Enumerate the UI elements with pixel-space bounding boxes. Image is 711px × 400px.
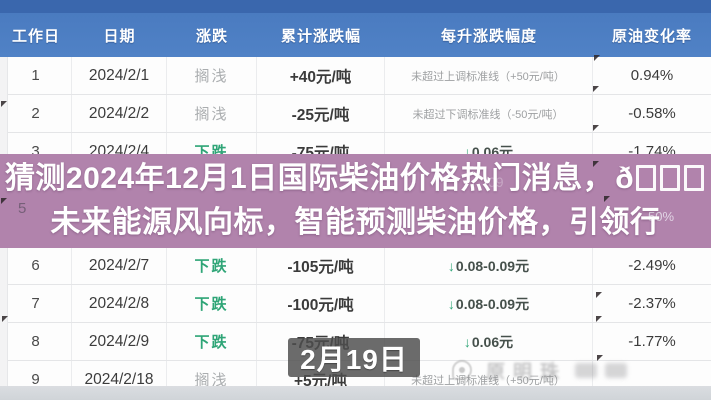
- cell-cumulative: -25元/吨: [257, 95, 385, 132]
- watermark-blur-blob: [575, 362, 598, 378]
- table-row: 6 2024/2/7 下跌 -105元/吨 ↓0.08-0.09元 -2.49%: [0, 247, 711, 285]
- cell-workday: 3: [0, 133, 72, 170]
- covered-value-fragment: 09: [488, 174, 504, 190]
- corner-marker: [597, 355, 603, 361]
- cell-per-liter: ↓0.06元: [385, 323, 593, 360]
- watermark-text: 原明珠: [486, 361, 568, 383]
- corner-marker: [596, 316, 602, 322]
- corner-marker: [1, 101, 7, 107]
- cell-cumulative: +40元/吨: [257, 57, 385, 94]
- cell-date: 2024/2/7: [72, 247, 167, 284]
- cell-trend: 搁浅: [167, 95, 257, 132]
- down-arrow-icon: ↓: [447, 257, 455, 274]
- table-bottom-edge: [0, 386, 711, 400]
- cell-trend: 下跌: [167, 323, 257, 360]
- corner-marker: [593, 161, 599, 167]
- table-row: 1 2024/2/1 搁浅 +40元/吨 未超过上调标准线（+50元/吨） 0.…: [0, 57, 711, 95]
- cell-trend: 下跌: [167, 285, 257, 322]
- cell-trend: 下跌: [167, 247, 257, 284]
- table-header-row: 工作日 日期 涨跌 累计涨跌幅 每升涨跌幅度 原油变化率: [0, 13, 711, 57]
- cell-cumulative: -105元/吨: [257, 247, 385, 284]
- cell-trend: 搁浅: [167, 57, 257, 94]
- header-per-liter: 每升涨跌幅度: [440, 27, 537, 45]
- down-arrow-icon: ↓: [447, 295, 455, 312]
- corner-marker: [596, 292, 602, 298]
- cell-workday: 2: [0, 95, 72, 132]
- cell-per-liter: ↓0.08-0.09元: [385, 247, 593, 284]
- cell-crude-rate: 0.94%: [630, 67, 674, 84]
- cell-workday: 6: [0, 247, 72, 284]
- table-row: 2 2024/2/2 搁浅 -25元/吨 未超过下调标准线（-50元/吨） -0…: [0, 95, 711, 133]
- cell-crude-rate: -2.37%: [628, 295, 676, 312]
- corner-marker: [1, 198, 7, 204]
- cell-date: 2024/2/18: [72, 361, 167, 398]
- cell-crude-rate: -1.77%: [628, 333, 676, 350]
- header-trend: 涨跌: [195, 27, 228, 45]
- header-crude-rate: 原油变化率: [611, 27, 692, 45]
- cell-per-liter: 未超过下调标准线（-50元/吨）: [385, 95, 593, 132]
- cell-per-liter: 未超过上调标准线（+50元/吨）: [385, 57, 593, 94]
- cell-date: 2024/2/1: [72, 57, 167, 94]
- covered-rate-fragment: 50%: [648, 209, 675, 224]
- cell-crude-rate: -0.58%: [628, 105, 676, 122]
- cell-cumulative: -100元/吨: [257, 285, 385, 322]
- corner-marker: [2, 316, 8, 322]
- cell-crude-rate: -2.49%: [628, 257, 676, 274]
- corner-marker: [594, 55, 600, 61]
- overlay-title-line2: 未来能源风向标，智能预测柴油价格，引领行: [50, 206, 661, 239]
- header-workday: 工作日: [11, 27, 60, 45]
- cell-workday: 7: [0, 285, 72, 322]
- broken-emoji-glyph: ð: [615, 162, 706, 195]
- corner-marker: [593, 86, 599, 92]
- cell-workday: 9: [0, 361, 72, 398]
- table-top-edge: [0, 0, 711, 13]
- date-badge: 2月19日: [288, 338, 420, 377]
- cell-trend: 搁浅: [167, 361, 257, 398]
- cell-date: 2024/2/9: [72, 323, 167, 360]
- down-arrow-icon: ↓: [463, 143, 471, 160]
- table-row: 7 2024/2/8 下跌 -100元/吨 ↓0.08-0.09元 -2.37%: [0, 285, 711, 323]
- down-arrow-icon: ↓: [463, 333, 471, 350]
- corner-marker: [593, 125, 599, 131]
- header-date: 日期: [103, 27, 136, 45]
- watermark-blur-blob: [605, 362, 628, 378]
- promo-overlay-banner: 5 09 50% 猜测2024年12月1日国际柴油价格热门消息，ð 未来能源风向…: [0, 154, 711, 248]
- overlay-title-line1: 猜测2024年12月1日国际柴油价格热门消息，ð: [5, 157, 706, 201]
- covered-row-number-fragment: 5: [18, 200, 27, 217]
- cell-date: 2024/2/2: [72, 95, 167, 132]
- corner-marker: [604, 196, 610, 202]
- header-cumulative: 累计涨跌幅: [280, 27, 361, 45]
- cell-date: 2024/2/8: [72, 285, 167, 322]
- cell-workday: 8: [0, 323, 72, 360]
- cell-workday: 1: [0, 57, 72, 94]
- watermark: 原明珠: [452, 356, 707, 384]
- cell-per-liter: 未超过上调标准线（+50元/吨）: [385, 361, 593, 398]
- cell-per-liter: ↓0.08-0.09元: [385, 285, 593, 322]
- weibo-eye-icon: [452, 360, 472, 380]
